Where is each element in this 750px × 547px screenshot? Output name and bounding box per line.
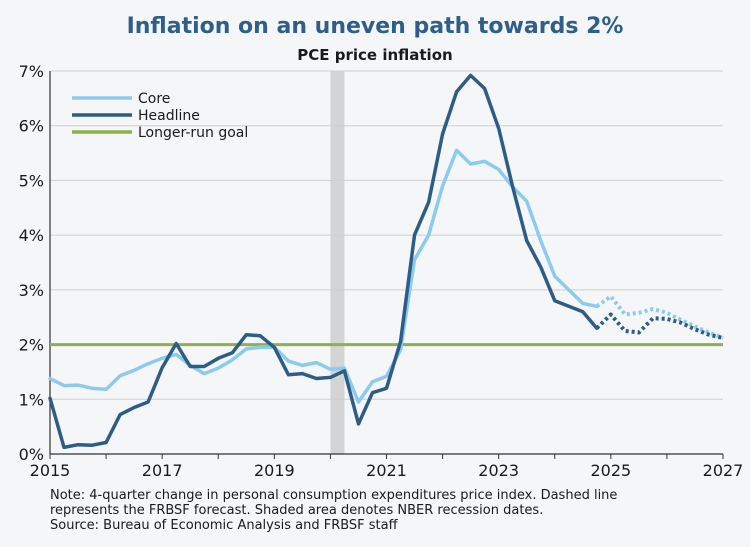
y-tick-label: 0% [19, 445, 44, 464]
y-tick-label: 2% [19, 336, 44, 355]
series-lines [48, 73, 724, 450]
note-line-2: represents the FRBSF forecast. Shaded ar… [50, 503, 544, 518]
chart-note: Note: 4-quarter change in personal consu… [50, 488, 740, 533]
y-tick-label: 6% [19, 117, 44, 136]
chart-subtitle: PCE price inflation [297, 46, 453, 64]
note-line-1: Note: 4-quarter change in personal consu… [50, 488, 618, 503]
x-tick-label: 2025 [590, 461, 631, 480]
series-line-core [48, 148, 599, 404]
x-tick-label: 2027 [703, 461, 744, 480]
x-tick-label: 2015 [30, 461, 71, 480]
y-tick-label: 5% [19, 171, 44, 190]
x-tick-label: 2021 [366, 461, 407, 480]
legend-label-core: Core [138, 91, 170, 107]
x-tick-label: 2017 [142, 461, 183, 480]
axes: 0% 1% 2% 3% 4% 5% 6% 7% 2015 2017 2019 2021 2023 2025… [19, 62, 744, 480]
y-tick-label: 1% [19, 390, 44, 409]
legend-label-longer-run-goal: Longer-run goal [138, 125, 248, 141]
recession-band [330, 71, 345, 454]
recession-layer [330, 71, 345, 454]
forecast-line-headline [595, 312, 724, 340]
legend-label-headline: Headline [138, 108, 200, 124]
x-tick-label: 2023 [478, 461, 519, 480]
forecast-line-core [595, 294, 724, 340]
series-line-headline [48, 73, 599, 450]
y-tick-label: 7% [19, 62, 44, 81]
y-tick-label: 3% [19, 281, 44, 300]
source-line: Source: Bureau of Economic Analysis and … [50, 518, 398, 533]
y-tick-label: 4% [19, 226, 44, 245]
chart-title: Inflation on an uneven path towards 2% [126, 14, 624, 39]
x-tick-label: 2019 [254, 461, 295, 480]
